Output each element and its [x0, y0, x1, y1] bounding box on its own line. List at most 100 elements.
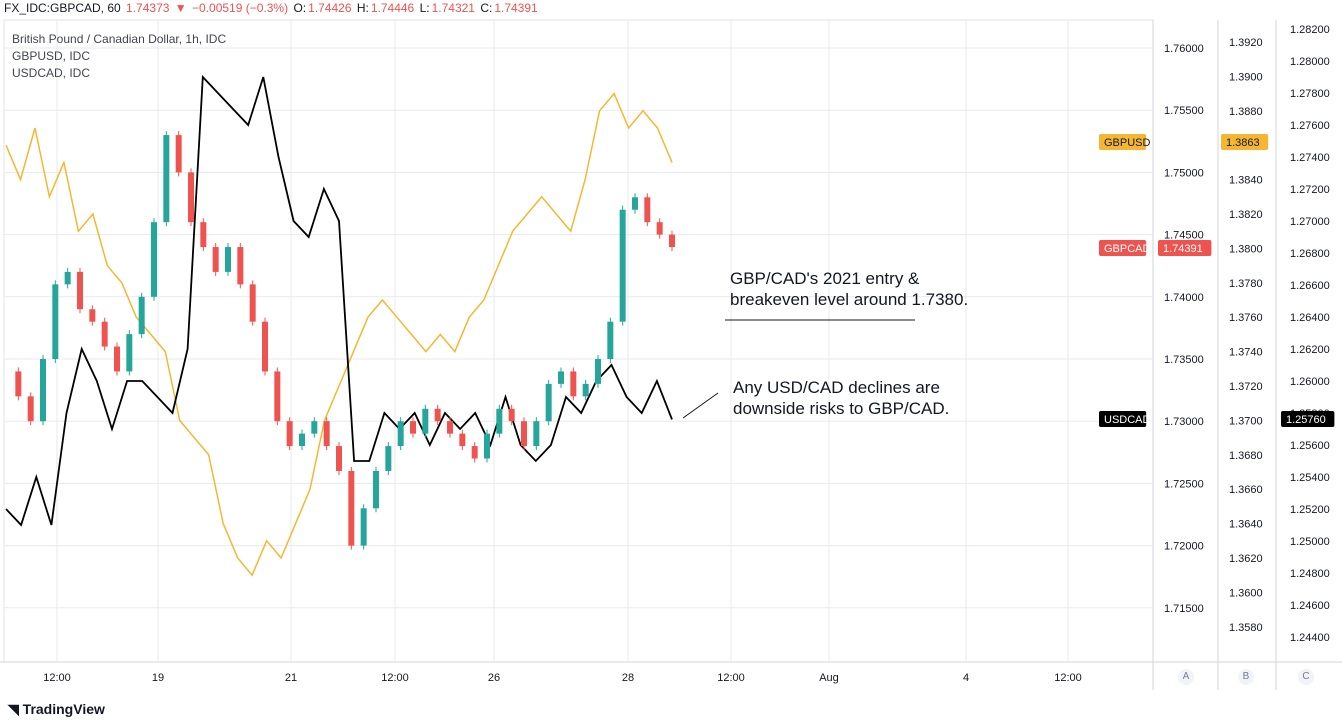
- y-tick-label-B: 1.3580: [1229, 622, 1263, 634]
- candle-body[interactable]: [188, 172, 194, 223]
- symbol-name[interactable]: FX_IDC:GBPCAD, 60: [4, 1, 121, 15]
- candle-body[interactable]: [237, 247, 244, 285]
- series-tag-gbpusd-bg: [1099, 134, 1147, 150]
- candle-body[interactable]: [471, 446, 478, 459]
- series-tag-usdcad-bg: [1099, 411, 1147, 427]
- series-line-gbpusd[interactable]: [5, 92, 673, 577]
- y-tick-label-B: 1.3600: [1229, 587, 1263, 599]
- candle-body[interactable]: [484, 433, 490, 459]
- candle-body[interactable]: [447, 421, 453, 434]
- candle-body[interactable]: [373, 470, 379, 509]
- last-price: 1.74373: [126, 1, 170, 15]
- candle-body[interactable]: [348, 470, 355, 546]
- candle-body[interactable]: [521, 421, 527, 447]
- y-tick-label-A: 1.71500: [1164, 603, 1204, 615]
- y-tick-label-C: 1.24800: [1290, 568, 1330, 580]
- x-tick-label: 19: [152, 672, 164, 684]
- down-arrow-icon: ▼: [174, 1, 187, 15]
- y-tick-label-A: 1.72500: [1164, 478, 1204, 490]
- candle-body[interactable]: [619, 209, 626, 322]
- candle-body[interactable]: [200, 222, 207, 248]
- plot-frame: [3, 19, 1154, 663]
- y-tick-label-B: 1.3620: [1229, 553, 1263, 565]
- candle-body[interactable]: [545, 383, 552, 422]
- tradingview-logo[interactable]: ◥ TradingView: [8, 701, 105, 718]
- legend-gbpusd[interactable]: GBPUSD, IDC: [12, 49, 91, 63]
- y-tick-label-B: 1.3780: [1229, 278, 1263, 290]
- candle-body[interactable]: [434, 408, 441, 422]
- candle-body[interactable]: [262, 321, 268, 372]
- candle-body[interactable]: [64, 271, 71, 285]
- candle-body[interactable]: [52, 284, 59, 359]
- scale-c-button[interactable]: C: [1298, 669, 1314, 685]
- scale-tag-usdcad-bg: [1281, 411, 1335, 427]
- y-tick-label-B: 1.3700: [1229, 415, 1263, 427]
- candle-body[interactable]: [175, 135, 182, 173]
- scale-tag-usdcad: 1.25760: [1286, 414, 1326, 426]
- tradingview-logo-icon: ◥: [8, 701, 19, 717]
- x-tick-label: 12:00: [43, 672, 71, 684]
- candle-body[interactable]: [212, 247, 219, 272]
- y-tick-label-B: 1.3840: [1229, 175, 1263, 187]
- candle-body[interactable]: [126, 334, 133, 372]
- legend-usdcad[interactable]: USDCAD, IDC: [12, 66, 91, 80]
- scale-b-button[interactable]: B: [1238, 669, 1254, 685]
- candle-body[interactable]: [163, 135, 170, 223]
- candle-body[interactable]: [311, 421, 318, 434]
- candle-body[interactable]: [459, 433, 466, 447]
- candle-body[interactable]: [496, 408, 503, 434]
- candle-body[interactable]: [151, 222, 157, 297]
- y-tick-label-A: 1.76000: [1164, 43, 1204, 55]
- y-tick-label-C: 1.28200: [1290, 24, 1330, 36]
- y-tick-label-C: 1.26200: [1290, 344, 1330, 356]
- candle-body[interactable]: [410, 421, 416, 434]
- x-tick-label: 12:00: [381, 672, 409, 684]
- candle-body[interactable]: [422, 408, 429, 434]
- scale-tag-gbpcad-bg: [1158, 240, 1212, 256]
- candle-body[interactable]: [114, 346, 120, 372]
- y-tick-label-B: 1.3820: [1229, 209, 1263, 221]
- annotation-usdcad-risk: Any USD/CAD declines are downside risks …: [733, 378, 950, 418]
- legend-main[interactable]: British Pound / Canadian Dollar, 1h, IDC: [12, 32, 227, 46]
- candle-body[interactable]: [101, 321, 108, 347]
- series-tag-usdcad: USDCAD: [1104, 414, 1151, 426]
- candle-body[interactable]: [40, 359, 46, 422]
- candle-body[interactable]: [27, 396, 34, 422]
- y-tick-label-B: 1.3640: [1229, 519, 1263, 531]
- y-tick-label-C: 1.24600: [1290, 600, 1330, 612]
- series-line-usdcad[interactable]: [5, 74, 673, 527]
- y-tick-label-B: 1.3880: [1229, 106, 1263, 118]
- candle-body[interactable]: [656, 222, 663, 235]
- y-tick-label-C: 1.27400: [1290, 152, 1330, 164]
- candle-body[interactable]: [595, 359, 601, 384]
- candle-body[interactable]: [360, 508, 367, 546]
- candle-body[interactable]: [385, 446, 392, 471]
- low-label: L:: [419, 1, 430, 15]
- candle-body[interactable]: [397, 421, 404, 447]
- y-tick-label-B: 1.3800: [1229, 243, 1263, 255]
- candle-body[interactable]: [323, 421, 330, 447]
- candle-body[interactable]: [77, 271, 83, 310]
- candle-body[interactable]: [644, 197, 651, 223]
- candle-body[interactable]: [15, 371, 22, 397]
- candle-body[interactable]: [582, 383, 589, 397]
- candle-body[interactable]: [249, 284, 256, 322]
- candle-body[interactable]: [138, 296, 145, 335]
- candle-body[interactable]: [89, 309, 96, 322]
- candle-body[interactable]: [286, 421, 293, 447]
- candle-body[interactable]: [508, 408, 515, 422]
- candle-body[interactable]: [632, 197, 638, 210]
- candle-body[interactable]: [533, 421, 540, 447]
- y-tick-label-B: 1.3740: [1229, 347, 1263, 359]
- annotation-breakeven: GBP/CAD's 2021 entry & breakeven level a…: [730, 269, 969, 309]
- scale-a-button[interactable]: A: [1178, 669, 1194, 685]
- candle-body[interactable]: [669, 234, 675, 248]
- candle-body[interactable]: [558, 371, 564, 384]
- candle-body[interactable]: [336, 446, 342, 471]
- candle-body[interactable]: [274, 371, 281, 422]
- candle-body[interactable]: [225, 247, 231, 272]
- candle-body[interactable]: [299, 433, 305, 447]
- candle-body[interactable]: [570, 371, 577, 397]
- candle-body[interactable]: [607, 321, 614, 359]
